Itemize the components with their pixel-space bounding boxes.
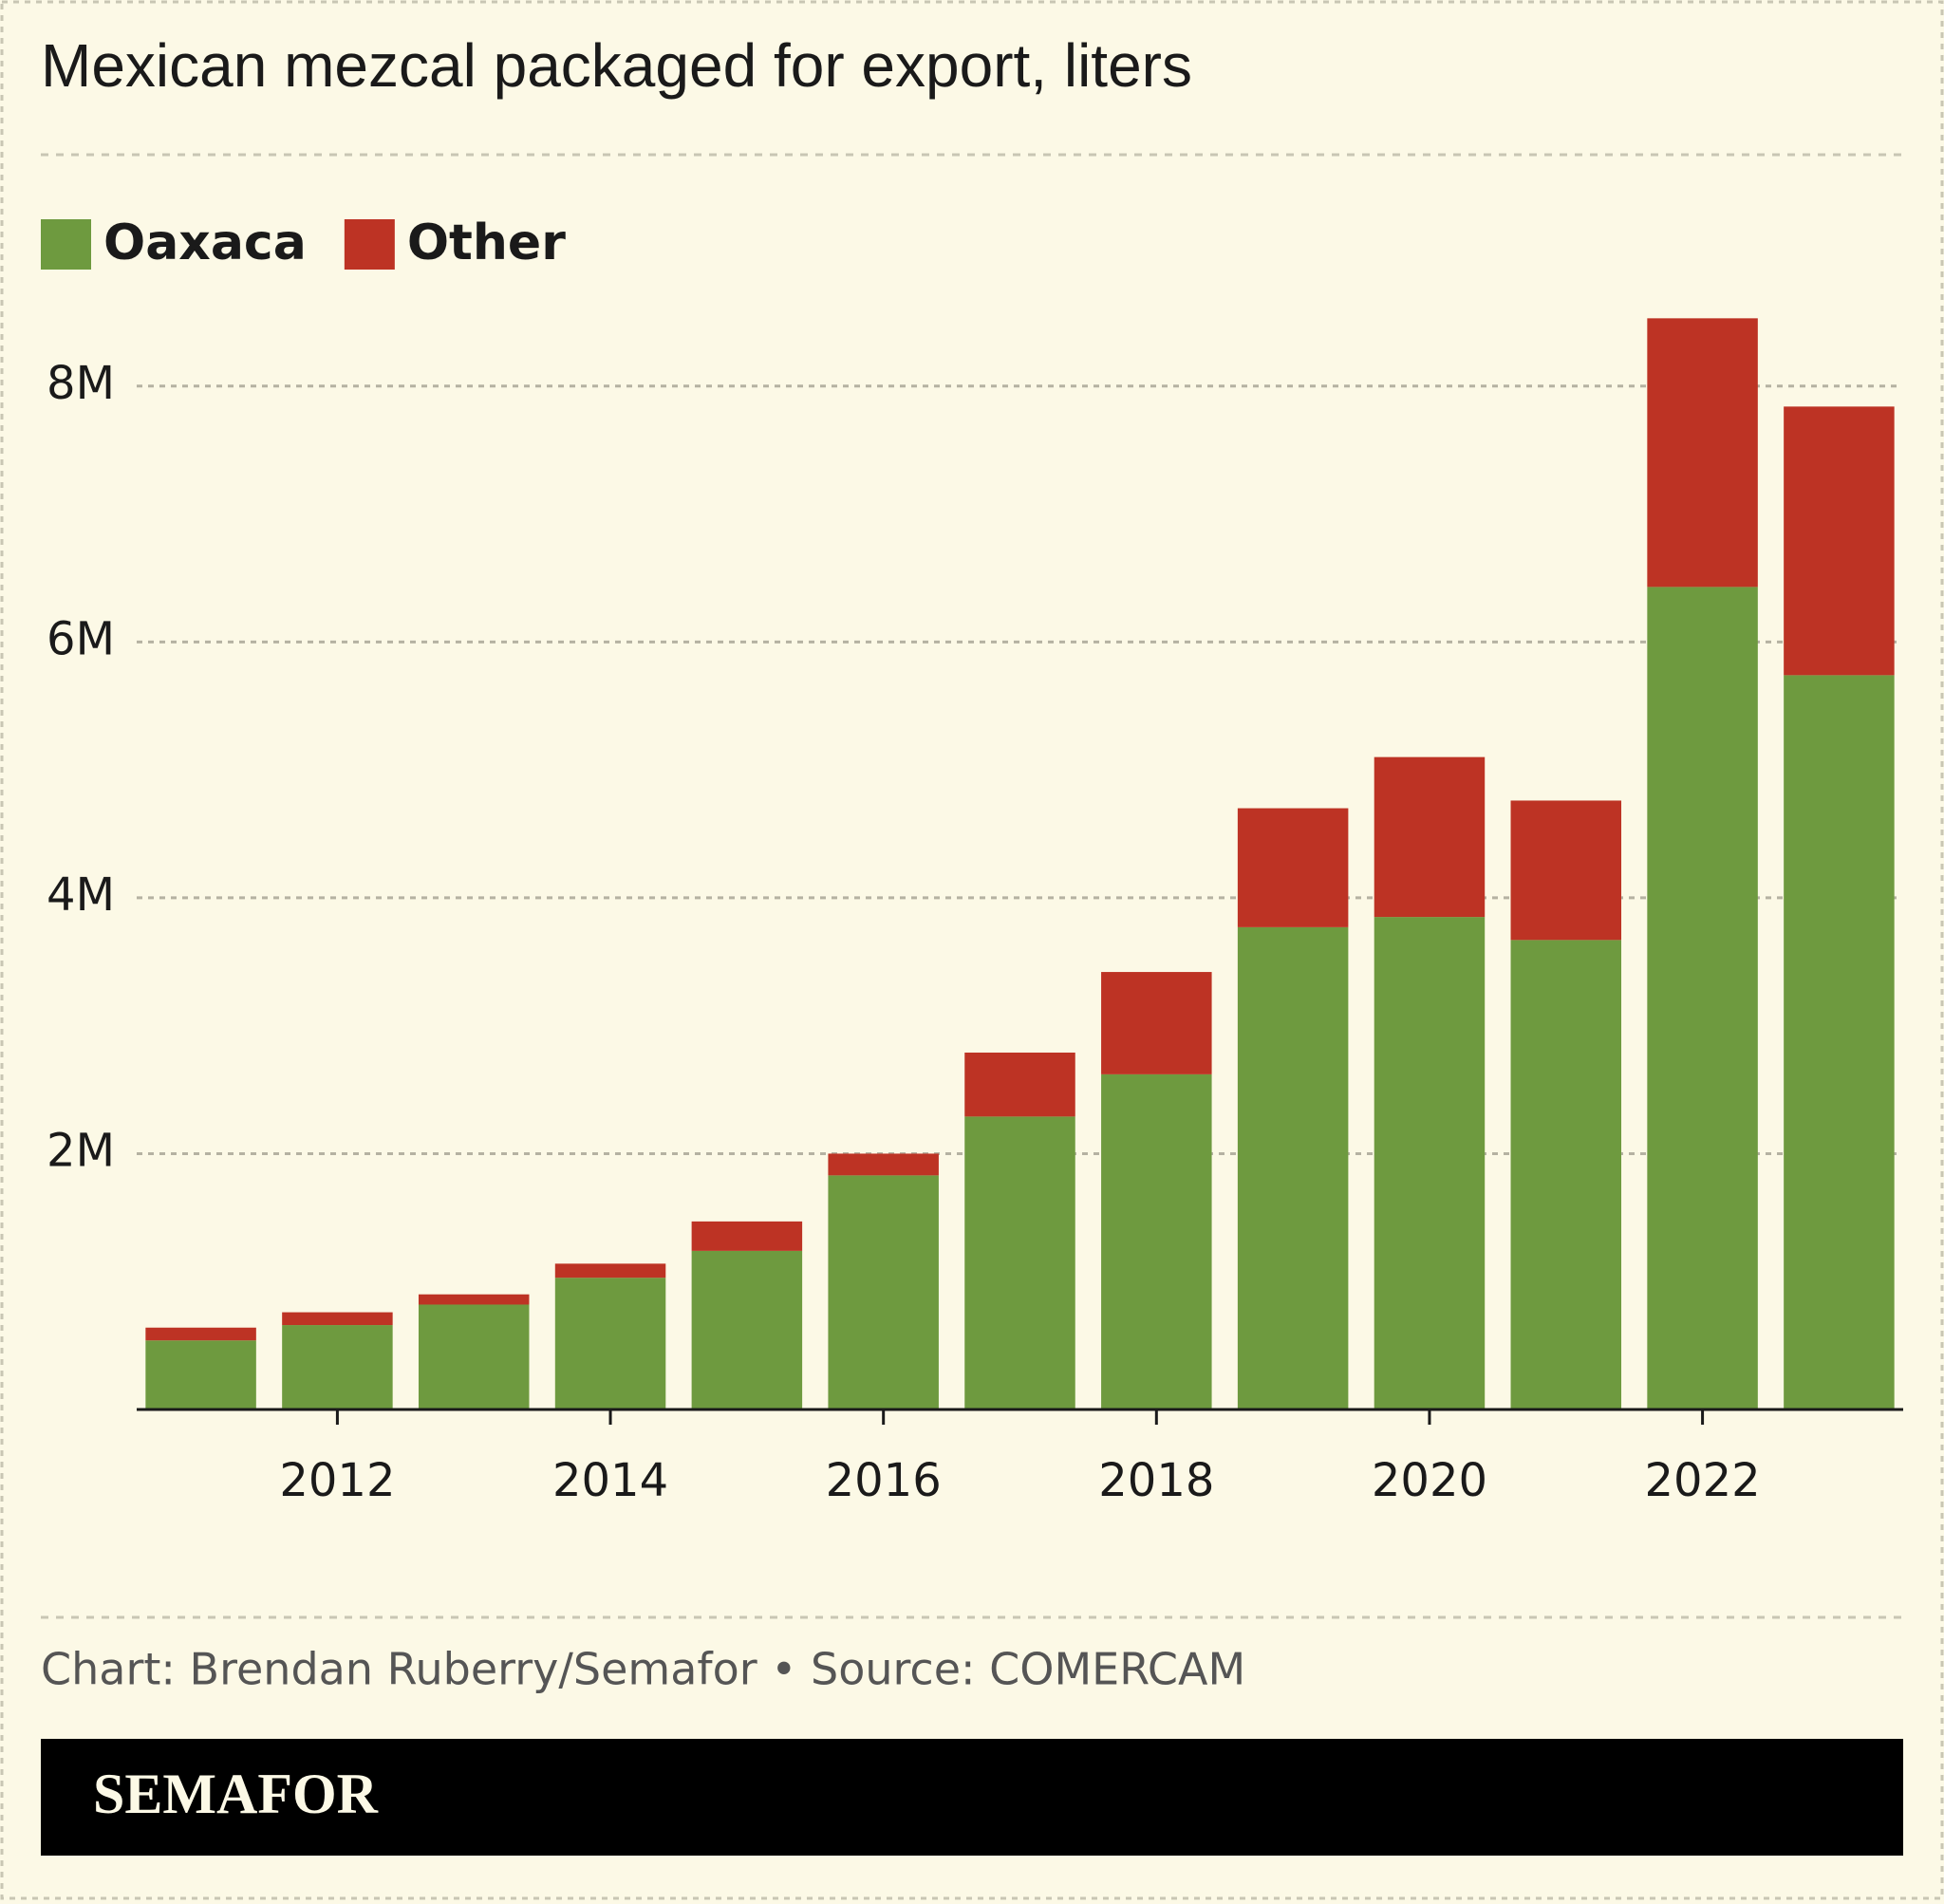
brand: SEMAFOR: [93, 1763, 379, 1825]
bar-segment: [282, 1325, 393, 1409]
bar-segment: [1784, 406, 1895, 676]
x-tick-label: 2020: [1372, 1454, 1487, 1507]
y-tick-label: 4M: [47, 868, 115, 922]
x-tick-label: 2016: [826, 1454, 942, 1507]
bar-segment: [1101, 972, 1212, 1074]
bar-segment: [554, 1278, 666, 1409]
bar-segment: [828, 1175, 939, 1409]
x-tick-label: 2018: [1098, 1454, 1214, 1507]
bar-segment: [1101, 1073, 1212, 1409]
bar-segment: [282, 1312, 393, 1326]
source-note: Chart: Brendan Ruberry/Semafor • Source:…: [41, 1644, 1245, 1695]
bar-segment: [418, 1294, 530, 1305]
bar-segment: [1374, 917, 1486, 1409]
legend-swatch: [344, 219, 395, 270]
bar-segment: [1237, 808, 1349, 927]
bar-segment: [691, 1250, 803, 1409]
bar-segment: [1374, 756, 1486, 918]
bar-segment: [1784, 675, 1895, 1409]
y-tick-label: 6M: [47, 612, 115, 665]
bar-segment: [964, 1116, 1075, 1409]
x-tick-label: 2022: [1645, 1454, 1761, 1507]
legend-label: Other: [407, 215, 566, 271]
bar-segment: [1237, 926, 1349, 1409]
brand-bar: [41, 1739, 1903, 1856]
x-tick-label: 2012: [279, 1454, 395, 1507]
legend-swatch: [41, 219, 91, 270]
bar-segment: [1510, 940, 1622, 1409]
bar-segment: [964, 1052, 1075, 1117]
bar-segment: [1510, 800, 1622, 941]
bar-segment: [1647, 587, 1758, 1409]
bar-segment: [145, 1340, 256, 1409]
legend-label: Oaxaca: [103, 215, 307, 271]
y-tick-label: 2M: [47, 1124, 115, 1177]
bar-segment: [145, 1327, 256, 1341]
bar-segment: [691, 1221, 803, 1251]
bar-segment: [418, 1304, 530, 1409]
bar-segment: [828, 1153, 939, 1176]
bar-segment: [554, 1263, 666, 1279]
y-tick-label: 8M: [47, 357, 115, 410]
bar-segment: [1647, 318, 1758, 588]
chart-title: Mexican mezcal packaged for export, lite…: [41, 31, 1192, 100]
x-tick-label: 2014: [552, 1454, 668, 1507]
